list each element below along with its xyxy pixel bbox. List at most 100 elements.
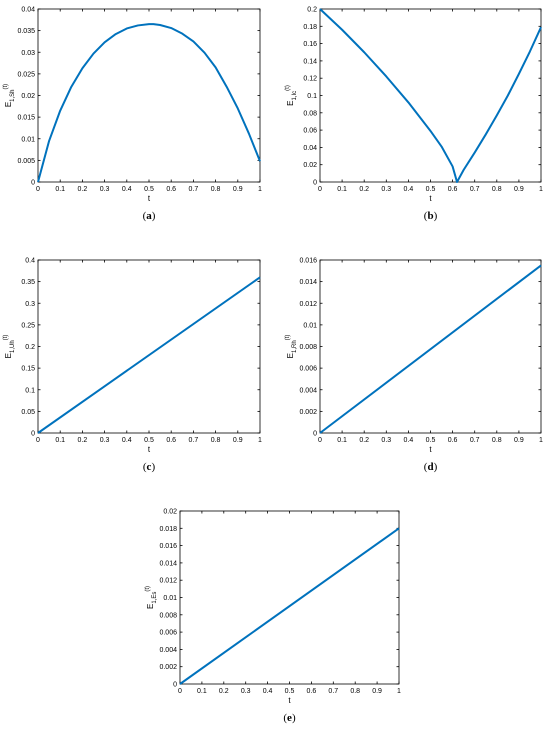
y-tick-label: 0 — [31, 431, 35, 438]
y-tick-label: 0.008 — [299, 344, 317, 351]
x-tick-label: 0.9 — [514, 186, 524, 193]
x-tick-label: 0.1 — [197, 688, 207, 695]
y-tick-label: 0.35 — [21, 279, 35, 286]
x-tick-label: 0.7 — [189, 186, 199, 193]
x-axis-label: t — [288, 696, 291, 705]
y-tick-label: 0.02 — [21, 93, 35, 100]
y-tick-label: 0.4 — [25, 258, 35, 265]
y-label-subscript: 1,Es — [152, 592, 158, 604]
y-tick-label: 0.15 — [21, 366, 35, 373]
panel-a: 0 0.1 0.2 0.3 0.4 0.5 0.6 0.7 0.8 0.9 1 0 0.005 0.01 0… — [3, 7, 262, 223]
x-tick-label: 0.4 — [263, 688, 273, 695]
panel-b: 0 0.1 0.2 0.3 0.4 0.5 0.6 0.7 0.8 0.9 1 0 0.02 0.04 0.… — [285, 7, 543, 223]
x-tick-label: 0.5 — [285, 688, 295, 695]
y-tick-label: 0.04 — [21, 7, 35, 14]
y-label-main: E — [286, 353, 295, 358]
y-tick-label: 0.12 — [303, 76, 317, 83]
x-tick-label: 0.9 — [372, 688, 382, 695]
y-tick-label: 0.004 — [299, 387, 317, 394]
y-tick-label: 0.006 — [299, 366, 317, 373]
x-tick-label: 0.3 — [381, 437, 391, 444]
panel-caption-letter: d — [427, 461, 433, 473]
x-tick-label: 0.8 — [492, 437, 502, 444]
x-tick-label: 0.1 — [55, 186, 65, 193]
x-tick-label: 1 — [397, 688, 401, 695]
y-tick-label: 0.1 — [307, 93, 317, 100]
x-tick-label: 0.4 — [404, 437, 414, 444]
x-tick-label: 0.3 — [100, 186, 110, 193]
panel-caption: (a) — [143, 210, 156, 222]
x-tick-label: 0.2 — [219, 688, 229, 695]
panel-caption-letter: b — [427, 210, 433, 222]
y-tick-label: 0.18 — [303, 24, 317, 31]
x-axis-label: t — [429, 445, 432, 454]
y-tick-label: 0.01 — [21, 136, 35, 143]
x-tick-label: 0.3 — [241, 688, 251, 695]
x-tick-label: 0.3 — [381, 186, 391, 193]
panel-caption: (c) — [143, 461, 156, 473]
y-label-main: E — [4, 102, 13, 107]
x-tick-label: 0.7 — [189, 437, 199, 444]
x-tick-label: 0.9 — [514, 437, 524, 444]
y-label-argument: (t) — [285, 335, 291, 341]
x-tick-label: 0.9 — [233, 186, 243, 193]
y-tick-label: 0.018 — [159, 526, 177, 533]
x-tick-label: 0.8 — [492, 186, 502, 193]
x-tick-label: 0.2 — [359, 186, 369, 193]
y-tick-label: 0.005 — [17, 158, 35, 165]
x-tick-label: 0.4 — [122, 186, 132, 193]
panel-caption: (d) — [424, 461, 438, 473]
y-label-argument: (t) — [3, 84, 9, 90]
x-tick-label: 0.5 — [426, 437, 436, 444]
series-line — [37, 276, 261, 434]
y-tick-label: 0.05 — [21, 409, 35, 416]
y-tick-label: 0.06 — [303, 128, 317, 135]
x-tick-label: 0.1 — [337, 186, 347, 193]
x-tick-label: 0.4 — [122, 437, 132, 444]
panel-caption: (b) — [424, 210, 438, 222]
y-label-subscript: 1,Rh — [292, 340, 298, 353]
x-tick-label: 0.9 — [233, 437, 243, 444]
panel-caption-letter: c — [147, 461, 152, 473]
y-label-subscript: 1,Ic — [292, 91, 298, 101]
y-tick-label: 0.08 — [303, 110, 317, 117]
y-tick-label: 0.016 — [299, 258, 317, 265]
y-tick-label: 0.035 — [17, 28, 35, 35]
x-axis-label: t — [429, 194, 432, 203]
x-tick-label: 0 — [36, 437, 40, 444]
x-tick-label: 0.2 — [359, 437, 369, 444]
y-tick-label: 0.02 — [163, 509, 177, 516]
y-tick-label: 0.014 — [159, 560, 177, 567]
x-tick-label: 0.8 — [211, 437, 221, 444]
y-tick-label: 0.012 — [159, 578, 177, 585]
x-tick-label: 0 — [178, 688, 182, 695]
y-tick-label: 0.006 — [159, 630, 177, 637]
series-line — [37, 23, 261, 183]
y-tick-label: 0.16 — [303, 41, 317, 48]
panel-c: 0 0.1 0.2 0.3 0.4 0.5 0.6 0.7 0.8 0.9 1 0 0.05 0.1 0.1… — [3, 258, 262, 474]
y-tick-label: 0.012 — [299, 301, 317, 308]
y-tick-label: 0 — [173, 682, 177, 689]
x-tick-label: 0.8 — [350, 688, 360, 695]
y-tick-label: 0.25 — [21, 322, 35, 329]
panel-caption: (e) — [283, 712, 296, 724]
x-tick-label: 0.7 — [470, 437, 480, 444]
panel-caption-letter: a — [146, 210, 152, 222]
x-tick-label: 1 — [539, 437, 543, 444]
y-tick-label: 0.2 — [25, 344, 35, 351]
y-label-main: E — [146, 604, 155, 609]
y-label-subscript: 1,Sh — [10, 89, 16, 101]
x-tick-label: 0.1 — [55, 437, 65, 444]
x-axis-label: t — [148, 194, 151, 203]
y-tick-label: 0.1 — [25, 387, 35, 394]
x-tick-label: 0.6 — [307, 688, 317, 695]
y-tick-label: 0.3 — [25, 301, 35, 308]
y-axis-label: E1,Es(t) — [145, 586, 158, 609]
x-tick-label: 0.6 — [448, 437, 458, 444]
x-tick-label: 0.2 — [78, 437, 88, 444]
y-tick-label: 0.004 — [159, 647, 177, 654]
x-tick-label: 1 — [539, 186, 543, 193]
panel-caption-letter: e — [287, 712, 292, 724]
y-tick-label: 0.016 — [159, 543, 177, 550]
y-tick-label: 0 — [313, 180, 317, 187]
